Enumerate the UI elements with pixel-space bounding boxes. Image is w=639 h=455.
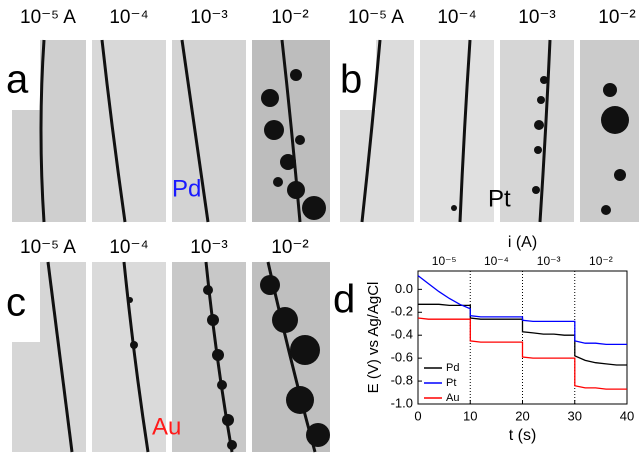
current-label: 10⁻³	[190, 237, 228, 258]
metal-label: Pd	[172, 175, 201, 202]
chart: 0 10 20 30 40 0.0 -0.2 -0.4 -0.6 -0.8 -1.0 10⁻⁵ 10⁻⁴…	[365, 234, 634, 444]
x-tick-label: 10	[463, 408, 477, 423]
photo-panel-c	[0, 261, 330, 453]
panel-letter: c	[6, 281, 26, 325]
y-tick-label: -1.0	[391, 395, 413, 410]
legend-label: Au	[446, 392, 459, 404]
panel-letter: d	[333, 278, 355, 322]
x-axis-title: t (s)	[509, 427, 537, 444]
top-tick-label: 10⁻²	[589, 254, 613, 268]
metal-label: Pt	[488, 185, 511, 212]
current-label: 10⁻⁴	[437, 7, 476, 28]
legend-label: Pd	[446, 362, 459, 374]
top-tick-label: 10⁻³	[537, 254, 561, 268]
photo-panel-a	[0, 39, 330, 223]
y-tick-label: 0.0	[395, 281, 413, 296]
current-label: 10⁻²	[271, 237, 309, 258]
current-label: 10⁻⁴	[109, 7, 148, 28]
series-line	[418, 303, 627, 366]
current-label: 10⁻⁵ A	[20, 237, 76, 258]
current-label: 10⁻³	[518, 7, 556, 28]
top-axis-title: i (A)	[508, 234, 537, 251]
y-tick-label: -0.2	[391, 304, 413, 319]
panel-letter: b	[340, 58, 362, 102]
top-tick-label: 10⁻⁴	[484, 254, 509, 268]
current-label: 10⁻⁵ A	[20, 7, 76, 28]
x-tick-label: 40	[620, 408, 634, 423]
panel-letter: a	[6, 58, 29, 102]
x-tick-label: 20	[515, 408, 529, 423]
y-tick-label: -0.8	[391, 373, 413, 388]
photo-panel-b	[336, 39, 639, 223]
series-line	[417, 317, 627, 390]
metal-label: Au	[152, 413, 181, 440]
y-tick-label: -0.4	[391, 327, 413, 342]
x-tick-label: 30	[568, 408, 582, 423]
y-tick-label: -0.6	[391, 350, 413, 365]
series-line	[417, 275, 627, 346]
current-label: 10⁻⁴	[109, 237, 148, 258]
legend-label: Pt	[446, 377, 456, 389]
current-label: 10⁻²	[598, 7, 636, 28]
y-axis-title: E (V) vs Ag/AgCl	[365, 282, 382, 394]
current-label: 10⁻³	[190, 7, 228, 28]
current-label: 10⁻⁵ A	[348, 7, 404, 28]
current-label: 10⁻²	[271, 7, 309, 28]
top-tick-label: 10⁻⁵	[432, 254, 457, 268]
x-tick-label: 0	[414, 408, 421, 423]
